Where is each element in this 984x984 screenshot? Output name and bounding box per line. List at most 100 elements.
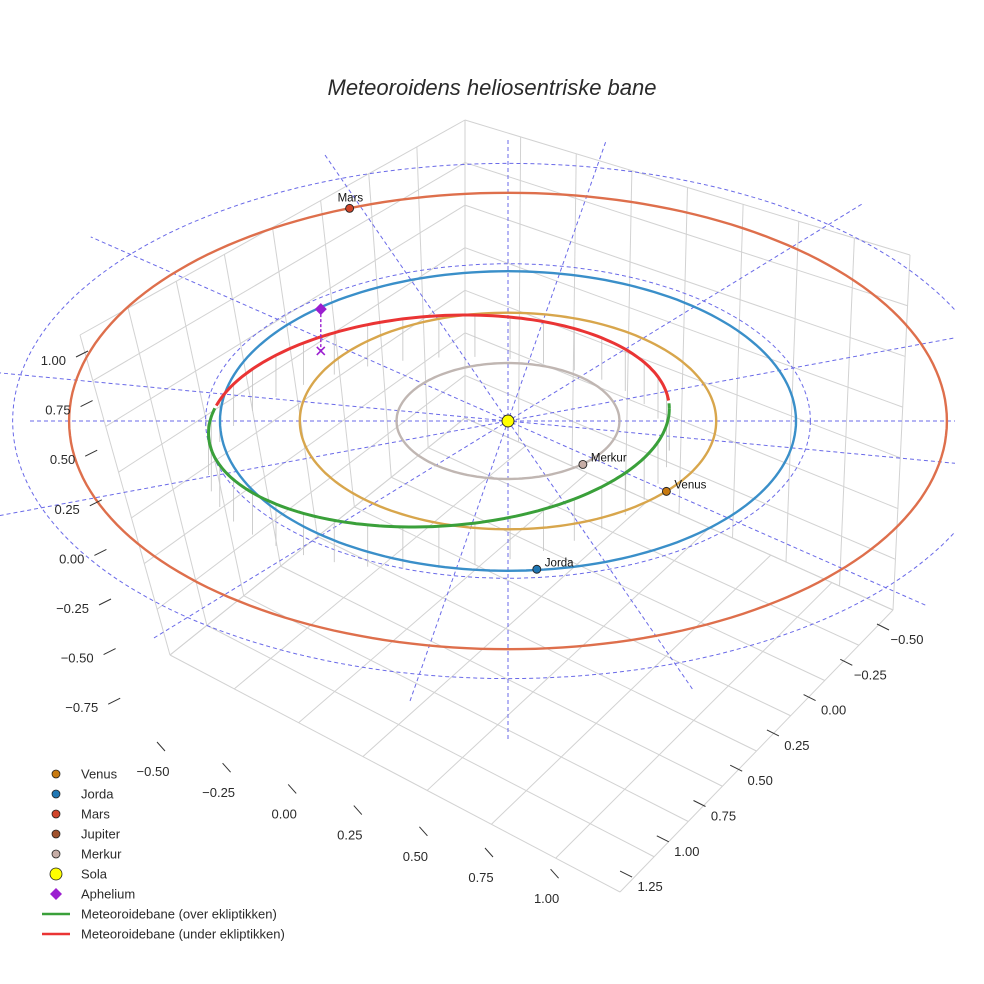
legend-label: Meteoroidebane (over ekliptikken) [81,907,277,922]
left-wall-grid-line [127,308,208,626]
y-tick-mark [656,835,670,843]
z-tick-mark [107,697,121,705]
z-tick-mark [103,648,116,656]
orbit-venus [298,311,718,531]
y-tick-label: 0.75 [711,809,736,824]
floor-grid-line [233,445,527,690]
y-tick-mark [766,729,780,737]
right-wall-grid-line [892,254,911,611]
z-tick-label: 0.50 [50,452,75,467]
planet-mars [345,203,355,213]
legend-label: Meteoroidebane (under ekliptikken) [81,927,285,942]
y-tick-mark [876,623,890,631]
x-tick-mark [287,784,297,794]
ecliptic-ring [205,263,811,579]
floor-grid-line [619,609,894,893]
axis-ticks: 1.00 0.75 0.50 0.25 0.00 −0.25 −0.50 −0.75 −0.50… [41,350,924,906]
legend-label: Jorda [81,787,114,802]
planet-markers: Venus Jorda Mars Merkur [338,192,707,574]
legend-label: Sola [81,867,108,882]
floor-grid-line [169,654,621,893]
y-tick-mark [693,800,706,807]
z-tick-label: 1.00 [41,353,66,368]
planet-label-jorda: Jorda [545,557,574,569]
meteoroid-orbit-above [206,407,671,529]
right-wall-grid-line [732,204,744,539]
orbit-jorda [218,269,798,573]
x-tick-label: 1.00 [534,891,559,906]
z-tick-label: −0.75 [65,700,98,715]
floor-grid-line [243,595,689,822]
legend-label: Jupiter [81,827,121,842]
orbit-merkur [395,361,621,481]
right-wall-grid-line [785,221,800,563]
legend-swatch [49,867,63,881]
left-wall-grid-line [79,334,171,656]
planet-orbits [67,191,949,651]
y-tick-mark [619,870,633,878]
z-tick-mark [98,598,112,606]
floor-grid-line [362,499,649,757]
left-wall-grid-line [368,173,392,478]
legend-swatch [51,849,61,859]
planet-label-mars: Mars [338,192,364,204]
legend-label: Venus [81,767,118,782]
legend-label: Merkur [81,847,122,862]
z-tick-label: 0.00 [59,551,84,566]
legend-swatch [51,769,61,779]
legend-swatch [51,829,61,839]
x-tick-label: −0.25 [202,785,235,800]
z-tick-label: 0.75 [45,403,70,418]
y-tick-label: 1.00 [674,844,699,859]
y-tick-label: −0.25 [854,667,887,682]
floor-grid-line [298,472,588,724]
z-tick-mark [75,350,89,358]
x-tick-label: 0.25 [337,828,362,843]
z-tick-mark [94,548,107,556]
legend-label: Aphelium [81,887,135,902]
y-tick-mark [729,764,743,772]
floor-grid-line [206,624,655,858]
z-tick-mark [84,449,98,457]
x-tick-label: 0.00 [272,806,297,821]
meteoroid-orbit [206,313,671,529]
x-tick-mark [419,826,428,837]
planet-label-merkur: Merkur [591,452,627,464]
planet-venus [661,486,671,496]
y-tick-label: 0.00 [821,703,846,718]
chart-title: Meteoroidens heliosentriske bane [328,75,657,100]
legend-swatch [51,789,61,799]
floor-grid-line [491,554,772,825]
right-wall-grid-line [678,187,688,515]
planet-jorda [532,564,542,574]
right-wall-grid-line [571,153,577,467]
z-tick-label: 0.25 [54,502,79,517]
y-tick-label: 0.50 [748,773,773,788]
planet-label-venus: Venus [674,479,706,491]
z-tick-label: −0.50 [61,651,94,666]
z-tick-mark [80,400,93,408]
left-wall-grid-line [272,227,318,537]
x-tick-mark [353,805,363,815]
x-tick-mark [550,868,559,879]
legend-swatch [51,809,61,819]
x-tick-mark [222,762,231,773]
floor-grid-line [280,565,723,787]
orbit-drop-lines [208,315,670,569]
y-tick-label: 1.25 [637,879,662,894]
y-tick-label: 0.25 [784,738,809,753]
planet-merkur [578,459,588,469]
floor-grid-line [391,476,825,681]
x-tick-mark [484,847,494,858]
floor-grid-line [555,582,833,859]
legend-swatch [50,888,62,900]
y-tick-mark [840,658,853,666]
aphelion-projection-x [316,346,326,356]
x-tick-label: 0.75 [468,870,493,885]
floor-grid-line [354,506,791,717]
x-tick-label: 0.50 [403,849,428,864]
ecliptic-ring [12,162,955,680]
aphelion-marker [314,303,327,316]
y-tick-label: −0.50 [891,632,924,647]
axis-box-grid [79,119,911,893]
